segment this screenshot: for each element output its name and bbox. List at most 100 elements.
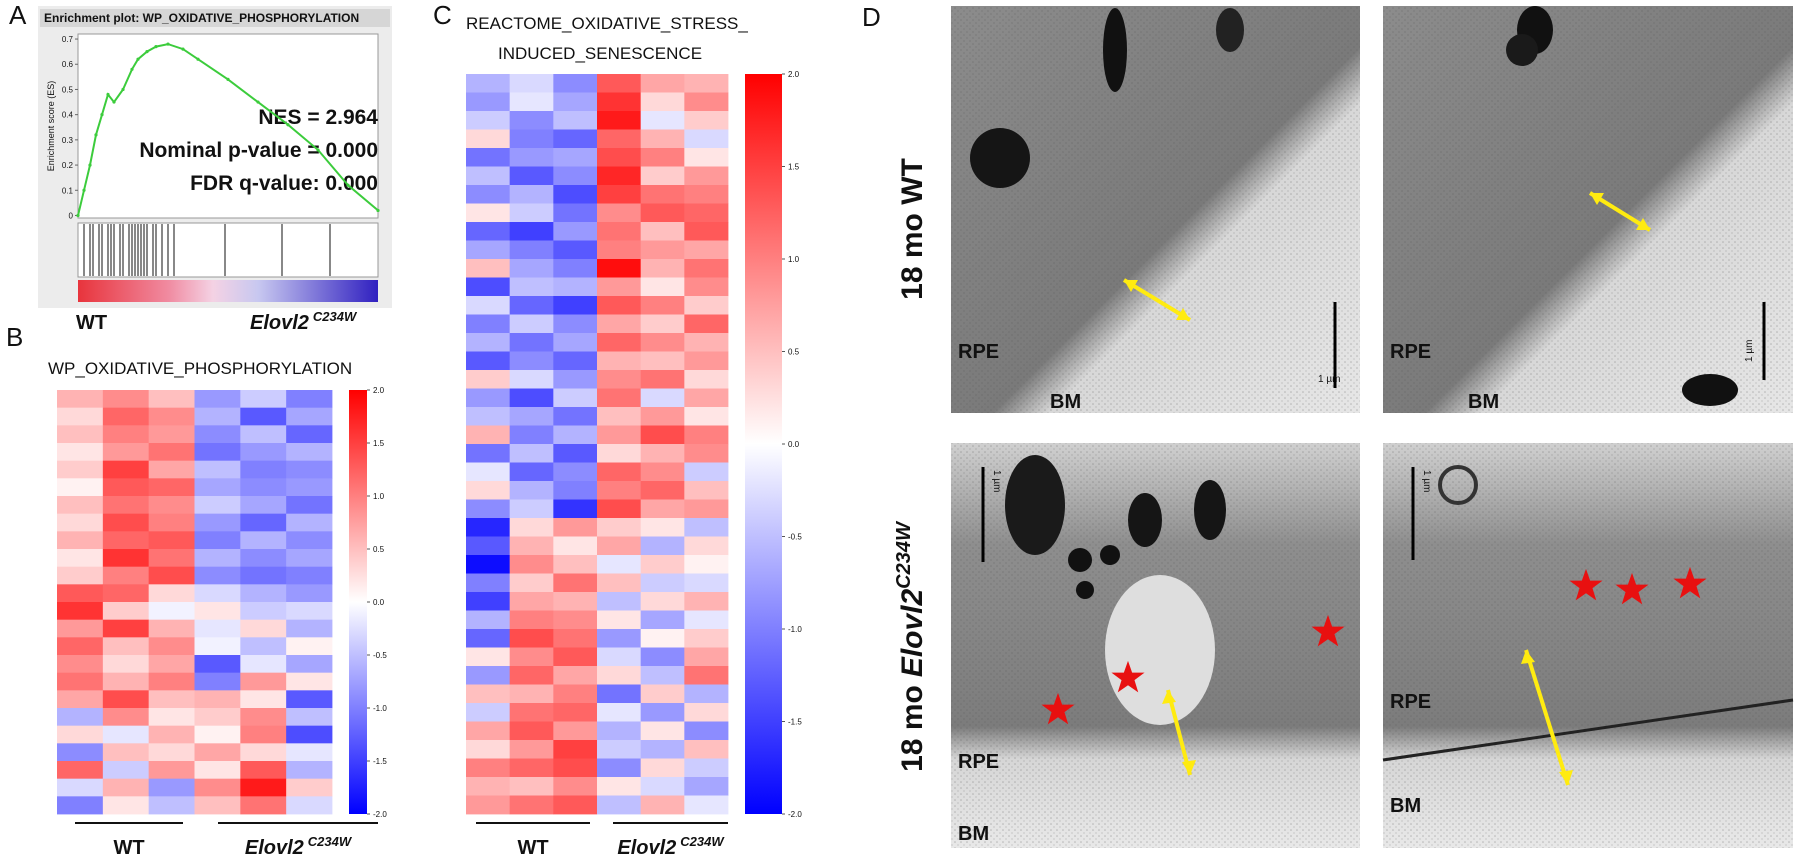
heatmap-cell [509,148,554,167]
heatmap-cell [640,74,685,93]
heatmap-cell [509,684,554,704]
heatmap-cell [640,592,685,611]
heatmap-cell [57,496,104,515]
arrowhead [1636,218,1650,230]
heatmap-cell [553,777,598,796]
heatmap-cell [148,725,195,744]
heatmap-cell [286,531,333,550]
heatmap-cell [640,222,685,241]
heatmap-cell [597,795,642,815]
heatmap-cell [509,111,554,130]
heatmap-cell [597,296,642,315]
heatmap-cell [640,740,685,759]
heatmap-cell [466,795,511,815]
colorbar-tick-label: 0.5 [373,545,385,554]
melanosome [1194,480,1226,540]
heatmap-cell [240,743,287,762]
heatmap-cell [509,240,554,260]
heatmap-cell [640,240,685,260]
heatmap-cell [553,536,598,556]
heatmap-cell [57,460,104,479]
heatmap-cell [553,647,598,667]
group-label: WT [76,312,107,334]
heatmap-cell [466,610,511,630]
heatmap-cell [466,74,511,93]
heatmap-cell [240,761,287,780]
group-label: WT [517,837,548,859]
heatmap-cell [684,333,729,352]
heatmap-cell [286,708,333,727]
heatmap-cell [509,296,554,315]
heatmap-cell [194,655,241,674]
heatmap-cell [466,721,511,741]
heatmap-cell [286,407,333,426]
heatmap-cell [466,148,511,167]
heatmap-cell [466,740,511,759]
colorbar-tick-label: -2.0 [373,810,387,819]
heatmap-cell [684,536,729,556]
heatmap-cell [148,761,195,780]
heatmap-cell [194,478,241,497]
colorbar-tick-label: 1.5 [373,439,385,448]
heatmap-cell [640,277,685,297]
heatmap-cell [509,333,554,352]
heatmap-cell [553,351,598,371]
heatmap-cell [240,725,287,744]
heatmap-cell [57,478,104,497]
heatmap-cell [194,796,241,815]
heatmap-cell [597,111,642,130]
heatmap-cell [684,92,729,112]
heatmap-cell [640,259,685,278]
heatmap-cell [57,637,104,656]
heatmap-cell [509,740,554,759]
allele: C234W [308,834,353,849]
heatmap-cell [640,795,685,815]
heatmap-cell [553,481,598,500]
group-label: Elovl2 C234W [617,834,725,859]
melanosome [1682,374,1738,406]
gene-name: Elovl2 [250,312,309,334]
heatmap-cell [597,277,642,297]
heatmap-cell [684,481,729,500]
heatmap-cell [684,684,729,704]
heatmap-cell [148,407,195,426]
heatmap-cell [509,647,554,667]
heatmap-cell [509,795,554,815]
heatmap-cell [466,370,511,389]
heatmap-cell [286,690,333,709]
heatmap-cell [640,518,685,537]
heatmap-cell [597,240,642,260]
y-axis-label: Enrichment score (ES) [46,81,56,172]
heatmap-cell [509,758,554,778]
heatmap-cell [597,74,642,93]
heatmap-cell [466,185,511,204]
heatmap-cell [597,129,642,149]
heatmap-cell [466,259,511,278]
heatmap-cell [553,259,598,278]
heatmap-cell [684,795,729,815]
es-point [121,87,125,92]
heatmap-cell [194,443,241,462]
heatmap-cell [553,592,598,611]
heatmap-cell [509,388,554,408]
heatmap-cell [466,647,511,667]
heatmap-cell [286,566,333,585]
em-image: RPE BM 1 µm [951,6,1360,413]
heatmap-cell [597,629,642,648]
heatmap-cell [466,407,511,426]
heatmap-cell [286,655,333,674]
heatmap-cell [148,743,195,762]
heatmap-cell [148,796,195,815]
heatmap-cell [102,390,150,409]
heatmap-cell [57,602,104,621]
heatmap-cell [466,166,511,186]
heatmap-cell [509,703,554,722]
melanosome [1076,581,1094,599]
heatmap-cell [194,690,241,709]
group-label: Elovl2 C234W [245,834,353,859]
region-label: BM [1390,795,1421,817]
heatmap-cell [553,333,598,352]
heatmap-cell [553,240,598,260]
heatmap-cell [553,74,598,93]
